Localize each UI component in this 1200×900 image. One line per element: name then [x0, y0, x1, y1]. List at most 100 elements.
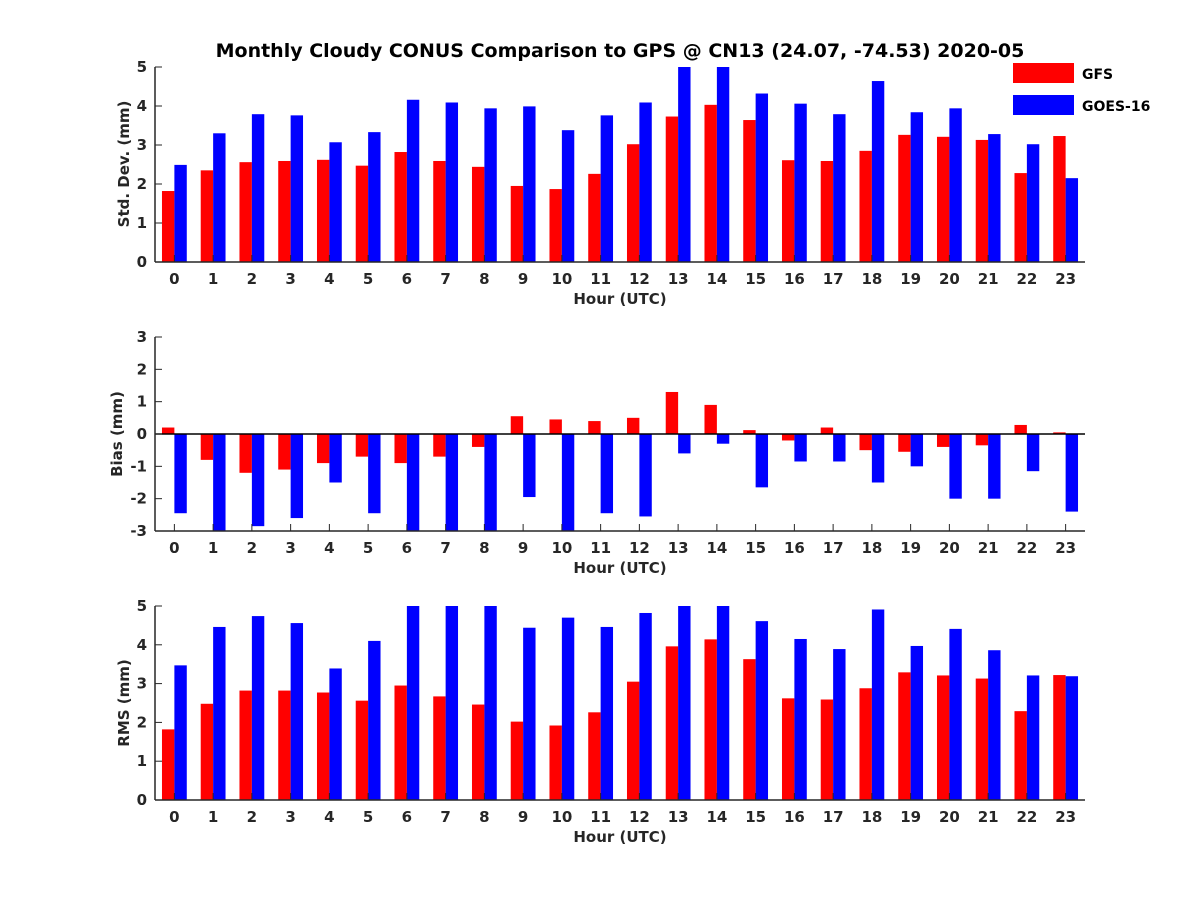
bias-xtick-label: 13: [668, 539, 689, 557]
bias-bar-gfs-13: [665, 391, 679, 434]
std-dev-bar-goes16-0: [174, 164, 187, 262]
std-dev-ytick-label: 0: [137, 253, 147, 271]
rms-ytick-label: 0: [137, 791, 147, 809]
std-dev-xlabel: Hour (UTC): [573, 290, 666, 308]
std-dev-bar-gfs-12: [626, 144, 640, 262]
std-dev-xtick-label: 10: [551, 270, 572, 288]
rms-xtick-label: 12: [629, 808, 650, 826]
std-dev-xtick-label: 6: [402, 270, 412, 288]
bias-xtick-label: 12: [629, 539, 650, 557]
bias-xtick-label: 18: [861, 539, 882, 557]
rms-xtick-label: 16: [784, 808, 805, 826]
bias-bar-goes16-20: [949, 434, 962, 499]
rms-xtick-label: 21: [978, 808, 999, 826]
std-dev-ytick-label: 5: [137, 58, 147, 76]
rms-bar-goes16-14: [716, 606, 730, 800]
std-dev-xtick-label: 7: [440, 270, 450, 288]
bias-bar-gfs-18: [859, 434, 872, 451]
rms-bar-gfs-21: [975, 678, 989, 800]
rms-bar-gfs-16: [781, 698, 795, 800]
bias-xtick-label: 2: [247, 539, 257, 557]
bias-bar-gfs-9: [510, 416, 524, 434]
std-dev-ytick-label: 1: [137, 214, 147, 232]
rms-ylabel: RMS (mm): [115, 659, 133, 746]
rms-bar-gfs-3: [278, 690, 291, 800]
bias-bar-gfs-14: [704, 404, 717, 434]
rms-bar-goes16-9: [523, 627, 536, 800]
bias-xtick-label: 1: [208, 539, 218, 557]
rms-xtick-label: 14: [706, 808, 727, 826]
rms-bar-gfs-6: [394, 685, 407, 800]
bias-bar-goes16-19: [910, 434, 924, 467]
bias-bar-gfs-12: [626, 417, 640, 434]
figure-title: Monthly Cloudy CONUS Comparison to GPS @…: [216, 40, 1025, 62]
rms-bar-goes16-15: [755, 621, 769, 800]
std-dev-bar-goes16-1: [213, 133, 226, 262]
std-dev-bar-goes16-18: [871, 81, 885, 262]
bias-bar-goes16-16: [794, 434, 807, 462]
bias-xtick-label: 5: [363, 539, 373, 557]
rms-xtick-label: 17: [823, 808, 844, 826]
std-dev-xtick-label: 23: [1055, 270, 1076, 288]
std-dev-bar-gfs-15: [743, 120, 756, 262]
rms-xtick-label: 6: [402, 808, 412, 826]
bias-bar-goes16-2: [251, 434, 265, 527]
rms-xtick-label: 1: [208, 808, 218, 826]
bias-bar-goes16-18: [871, 434, 885, 483]
bias-bar-gfs-16: [781, 434, 795, 441]
std-dev-xtick-label: 9: [518, 270, 528, 288]
std-dev-bar-gfs-22: [1014, 173, 1027, 262]
rms-bar-goes16-16: [794, 638, 807, 800]
std-dev-xtick-label: 22: [1016, 270, 1037, 288]
rms-xtick-label: 3: [285, 808, 295, 826]
rms-xtick-label: 19: [900, 808, 921, 826]
rms-bar-gfs-0: [161, 729, 175, 800]
rms-bar-goes16-13: [678, 606, 691, 800]
rms-bar-goes16-17: [833, 649, 846, 800]
std-dev-bar-gfs-0: [161, 191, 175, 262]
rms-bar-goes16-6: [406, 606, 420, 800]
rms-bar-gfs-15: [743, 659, 756, 800]
bias-ytick-label: -2: [130, 490, 147, 508]
bias-bar-goes16-9: [523, 434, 536, 498]
rms-bar-goes16-10: [561, 617, 575, 800]
bias-bar-gfs-19: [898, 434, 911, 452]
std-dev-bar-goes16-13: [678, 67, 691, 262]
rms-xtick-label: 8: [479, 808, 489, 826]
std-dev-xtick-label: 11: [590, 270, 611, 288]
rms-bar-gfs-18: [859, 688, 872, 800]
bias-bar-goes16-13: [678, 434, 691, 454]
std-dev-xtick-label: 8: [479, 270, 489, 288]
rms-xtick-label: 22: [1016, 808, 1037, 826]
bias-bar-gfs-7: [433, 434, 446, 457]
bias-bar-goes16-11: [600, 434, 614, 514]
rms-xtick-label: 11: [590, 808, 611, 826]
rms-bar-gfs-17: [820, 699, 834, 800]
bias-bar-gfs-15: [743, 430, 756, 434]
rms-xtick-label: 15: [745, 808, 766, 826]
bias-bar-goes16-5: [368, 434, 381, 514]
rms-bar-gfs-22: [1014, 711, 1027, 800]
std-dev-bar-gfs-11: [588, 173, 601, 262]
rms-bar-goes16-7: [445, 606, 459, 800]
std-dev-bar-goes16-12: [639, 102, 652, 263]
rms-ytick-label: 2: [137, 713, 147, 731]
bias-xtick-label: 17: [823, 539, 844, 557]
legend-swatch-gfs: [1013, 63, 1074, 83]
rms-bar-goes16-0: [174, 665, 187, 800]
bias-bar-gfs-5: [355, 434, 369, 457]
legend-label-gfs: GFS: [1082, 67, 1113, 83]
std-dev-xtick-label: 3: [285, 270, 295, 288]
bias-bar-gfs-3: [278, 434, 291, 470]
bias-xtick-label: 10: [551, 539, 572, 557]
bias-ytick-label: -1: [130, 457, 147, 475]
rms-bar-goes16-22: [1026, 675, 1040, 800]
std-dev-xtick-label: 15: [745, 270, 766, 288]
bias-xtick-label: 15: [745, 539, 766, 557]
bias-bar-gfs-20: [936, 434, 950, 447]
std-dev-bar-gfs-23: [1053, 136, 1066, 262]
legend-label-goes16: GOES-16: [1082, 99, 1150, 115]
bias-bar-goes16-17: [833, 434, 846, 462]
std-dev-bar-goes16-22: [1026, 144, 1040, 262]
rms-xtick-label: 13: [668, 808, 689, 826]
